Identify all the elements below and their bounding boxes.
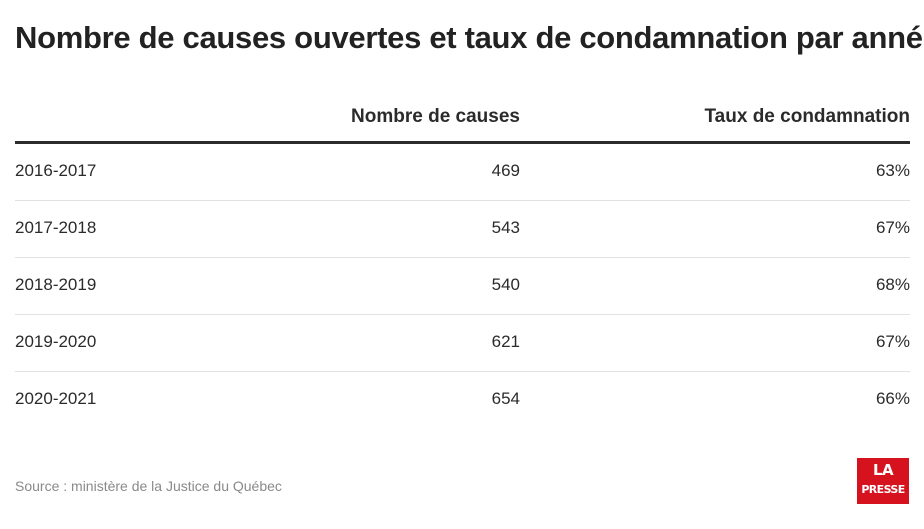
year-cell: 2018-2019 [15, 275, 97, 294]
la-presse-logo: LA PRESSE [857, 458, 909, 504]
conviction-rate-cell: 63% [875, 161, 910, 180]
table-row: 2020-2021 654 66% [15, 372, 910, 429]
header-case-count: Nombre de causes [351, 106, 520, 127]
case-count-cell: 654 [491, 389, 520, 408]
conviction-rate-cell: 68% [875, 275, 910, 294]
case-count-cell: 469 [491, 161, 520, 180]
logo-text-line-1: LA [873, 461, 894, 479]
header-conviction-rate: Taux de condamnation [704, 106, 910, 127]
year-cell: 2016-2017 [15, 161, 97, 180]
case-count-cell: 543 [491, 218, 520, 237]
case-count-cell: 540 [491, 275, 520, 294]
logo-text-line-2: PRESSE [861, 483, 905, 496]
conviction-rate-cell: 66% [875, 389, 910, 408]
year-cell: 2017-2018 [15, 218, 97, 237]
table-row: 2016-2017 469 63% [15, 144, 910, 201]
case-count-cell: 621 [491, 332, 520, 351]
chart-title: Nombre de causes ouvertes et taux de con… [15, 20, 924, 55]
year-cell: 2019-2020 [15, 332, 97, 351]
source-note: Source : ministère de la Justice du Québ… [15, 478, 282, 494]
table-row: 2017-2018 543 67% [15, 201, 910, 258]
year-cell: 2020-2021 [15, 389, 97, 408]
table-row: 2018-2019 540 68% [15, 258, 910, 315]
conviction-rate-cell: 67% [875, 332, 910, 351]
table-header-row: Nombre de causes Taux de condamnation [15, 96, 910, 144]
data-table: Nombre de causes Taux de condamnation 20… [15, 96, 910, 429]
table-row: 2019-2020 621 67% [15, 315, 910, 372]
conviction-rate-cell: 67% [875, 218, 910, 237]
